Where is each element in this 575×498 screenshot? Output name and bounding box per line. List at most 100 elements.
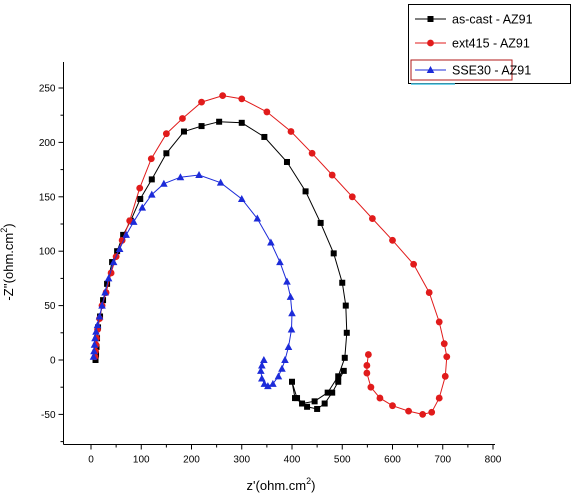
data-point — [267, 238, 275, 246]
data-point — [425, 289, 433, 296]
data-point — [283, 158, 290, 165]
series-line — [94, 95, 448, 415]
x-tick-label: 100 — [133, 455, 150, 466]
y-tick-label: -50 — [41, 410, 56, 421]
data-point — [274, 372, 283, 380]
data-point — [179, 115, 186, 122]
x-tick-label: 800 — [485, 455, 502, 466]
data-point — [286, 292, 295, 300]
data-point — [92, 327, 100, 335]
data-point — [287, 128, 295, 135]
data-point — [389, 402, 396, 410]
data-point — [441, 372, 449, 380]
data-point — [260, 379, 269, 387]
data-point — [122, 230, 130, 238]
data-point — [435, 318, 443, 326]
x-axis-title-sup: 2 — [306, 476, 311, 486]
data-point — [339, 279, 346, 286]
data-point — [419, 411, 427, 418]
data-point — [278, 364, 286, 372]
data-point — [363, 369, 371, 377]
data-point — [288, 309, 296, 317]
data-point — [443, 353, 451, 361]
data-point — [440, 340, 448, 348]
data-point — [410, 260, 418, 268]
data-point — [284, 342, 293, 350]
legend-label: SSE30 - AZ91 — [452, 64, 531, 78]
data-point — [342, 302, 349, 309]
series-line — [95, 121, 348, 410]
data-point — [137, 195, 144, 202]
data-point — [321, 400, 328, 407]
data-point — [294, 395, 301, 402]
data-point — [335, 373, 342, 380]
data-point — [180, 128, 187, 135]
x-tick-label: 700 — [434, 455, 451, 466]
data-point — [435, 394, 443, 402]
data-point — [257, 366, 265, 374]
data-point — [405, 407, 412, 415]
data-point — [129, 217, 138, 225]
series-1 — [92, 118, 350, 412]
data-point — [260, 356, 268, 363]
data-point — [91, 334, 99, 342]
data-point — [216, 118, 223, 125]
data-point — [324, 389, 331, 396]
y-tick-label: 0 — [50, 356, 56, 367]
legend-label: ext415 - AZ91 — [452, 37, 530, 51]
data-point — [120, 231, 127, 238]
legend-marker — [427, 16, 434, 22]
x-tick-label: 600 — [384, 455, 401, 466]
data-point — [198, 98, 205, 106]
data-point — [341, 354, 348, 361]
data-point — [101, 288, 109, 296]
data-point — [162, 130, 170, 138]
data-point — [219, 92, 227, 100]
data-point — [160, 179, 168, 187]
data-point — [263, 108, 271, 116]
data-point — [253, 214, 262, 222]
data-point — [198, 123, 205, 130]
data-point — [428, 408, 436, 416]
data-point — [276, 258, 284, 266]
data-point — [195, 171, 203, 179]
data-point — [93, 321, 102, 329]
data-point — [328, 171, 336, 179]
data-point — [369, 215, 376, 222]
x-axis-ticks: 0 100 200 300 400 500 600 700 800 — [88, 444, 502, 466]
x-tick-label: 400 — [284, 455, 301, 466]
data-point — [340, 367, 347, 374]
data-point — [163, 150, 170, 157]
chart-legend: as-cast - AZ91 ext415 - AZ91 SSE30 - AZ91 — [408, 4, 571, 85]
data-point — [264, 382, 272, 390]
data-point — [304, 403, 311, 410]
y-axis-title-sup: 2 — [0, 228, 9, 233]
legend-highlight-box — [410, 59, 513, 81]
y-tick-label: 250 — [39, 84, 56, 95]
data-point — [335, 378, 342, 385]
data-point — [237, 194, 246, 202]
data-point — [281, 356, 289, 363]
x-tick-label: 500 — [334, 455, 351, 466]
data-point — [98, 301, 106, 309]
x-axis-title-end: ) — [311, 478, 315, 493]
data-point — [136, 184, 144, 192]
data-point — [261, 133, 268, 140]
y-tick-label: 200 — [39, 138, 56, 149]
data-point — [89, 352, 98, 360]
series-3 — [89, 171, 296, 390]
data-point — [364, 351, 372, 358]
data-point — [283, 277, 291, 285]
x-tick-label: 200 — [183, 455, 200, 466]
data-point — [147, 155, 155, 163]
data-point — [115, 245, 124, 253]
data-point — [90, 347, 98, 355]
data-point — [367, 383, 375, 391]
y-axis-ticks: -50 0 50 100 150 200 250 — [39, 84, 64, 443]
data-point — [317, 219, 324, 226]
data-point — [269, 379, 277, 387]
y-axis-title-main: -Z''(ohm.cm — [1, 233, 16, 301]
data-point — [389, 236, 396, 244]
legend-marker — [426, 66, 435, 73]
